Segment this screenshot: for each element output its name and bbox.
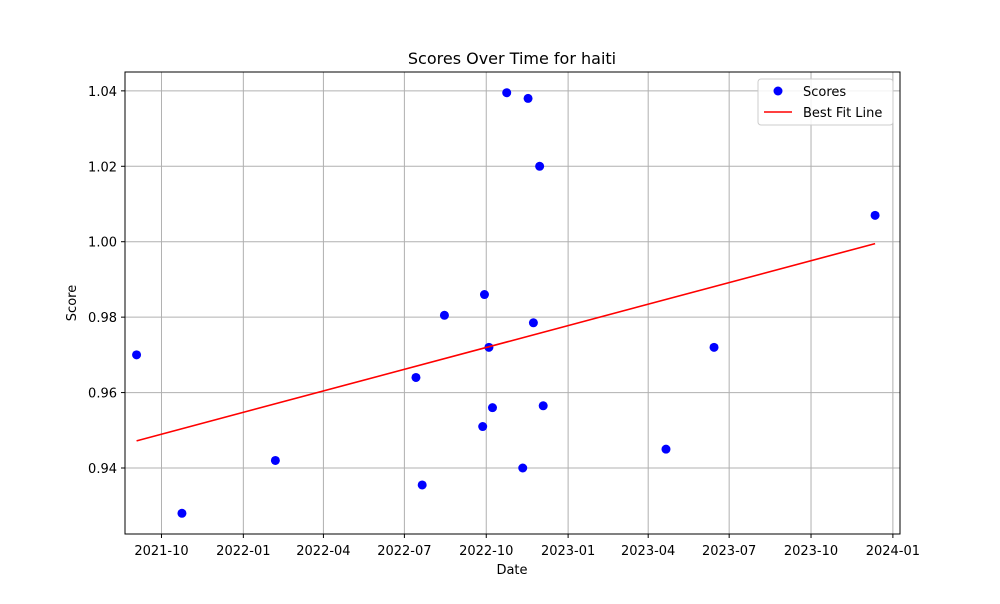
score-point	[528, 318, 538, 328]
legend-label: Scores	[803, 85, 846, 100]
legend-label: Best Fit Line	[803, 106, 882, 121]
x-axis: 2021-10 2022-01 2022-04 2022-07 2022-10 2023-…	[134, 534, 920, 559]
y-tick-label: 0.94	[88, 462, 117, 477]
x-tick-label: 2024-01	[866, 544, 920, 559]
x-tick-label: 2023-04	[621, 544, 675, 559]
x-tick-label: 2022-01	[216, 544, 270, 559]
score-point	[177, 508, 187, 518]
score-point	[411, 372, 421, 382]
score-point	[502, 88, 512, 98]
y-tick-label: 1.04	[88, 85, 117, 100]
score-point	[487, 403, 497, 413]
score-point	[535, 161, 545, 171]
x-axis-label: Date	[496, 563, 527, 578]
x-tick-label: 2023-07	[702, 544, 756, 559]
y-tick-label: 0.96	[88, 387, 117, 402]
score-point	[417, 480, 427, 490]
score-point	[870, 210, 880, 220]
score-point	[132, 350, 142, 360]
score-point	[479, 290, 489, 300]
y-tick-label: 0.98	[88, 311, 117, 326]
score-point	[523, 93, 533, 103]
y-axis: 0.94 0.96 0.98 1.00 1.02 1.04	[88, 85, 125, 477]
series-layer	[132, 88, 880, 518]
x-tick-label: 2022-10	[459, 544, 513, 559]
x-tick-label: 2022-04	[296, 544, 350, 559]
grid	[125, 72, 900, 534]
score-point	[661, 444, 671, 454]
y-axis-label: Score	[65, 285, 80, 321]
y-tick-label: 1.00	[88, 236, 117, 251]
chart-title: Scores Over Time for haiti	[408, 49, 616, 68]
x-tick-label: 2023-01	[541, 544, 595, 559]
score-point	[538, 401, 548, 411]
legend-box	[757, 78, 894, 126]
plot-frame	[124, 71, 901, 535]
x-tick-label: 2021-10	[134, 544, 188, 559]
legend-point-marker	[773, 86, 783, 96]
score-point	[709, 342, 719, 352]
best-fit-line	[136, 242, 876, 442]
score-point	[478, 422, 488, 432]
score-point	[439, 310, 449, 320]
x-tick-label: 2022-07	[377, 544, 431, 559]
score-point	[518, 463, 528, 473]
legend: Scores Best Fit Line	[757, 78, 894, 126]
x-tick-label: 2023-10	[784, 544, 838, 559]
score-point	[270, 455, 280, 465]
y-tick-label: 1.02	[88, 160, 117, 175]
